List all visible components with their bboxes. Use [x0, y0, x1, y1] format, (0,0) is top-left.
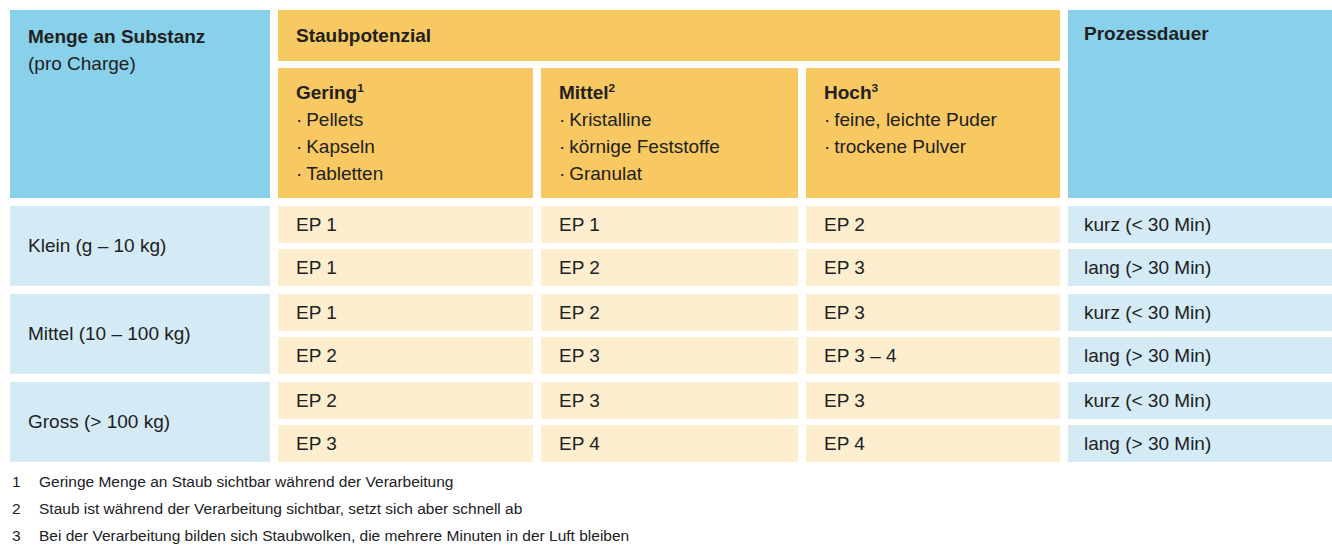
ep-cell: EP 2 — [541, 249, 798, 286]
level-title-gering: Gering1 — [296, 79, 519, 106]
header-cell-prozessdauer: Prozessdauer — [1068, 10, 1332, 198]
subheader-gering: Gering1 Pellets Kapseln Tabletten — [278, 68, 533, 198]
subheader-hoch: Hoch3 feine, leichte Puder trockene Pulv… — [806, 68, 1060, 198]
group-duration-cells: kurz (< 30 Min) lang (> 30 Min) — [1068, 294, 1332, 374]
footnote-ref-1: 1 — [357, 81, 364, 94]
ep-cell: EP 3 — [806, 382, 1060, 419]
group-duration-cells: kurz (< 30 Min) lang (> 30 Min) — [1068, 382, 1332, 462]
table-row: EP 1 EP 2 EP 3 — [278, 294, 1060, 331]
ep-cell: EP 3 — [541, 382, 798, 419]
dust-potential-matrix: Menge an Substanz (pro Charge) Staubpote… — [10, 10, 1332, 462]
level-title-text: Gering — [296, 82, 357, 103]
footnote-number: 1 — [12, 468, 39, 495]
level-item: Kristalline — [559, 106, 784, 133]
ep-cell: EP 2 — [806, 206, 1060, 243]
ep-cell: EP 3 — [806, 294, 1060, 331]
group-ep-cells: EP 2 EP 3 EP 3 EP 3 EP 4 EP 4 — [278, 382, 1060, 462]
level-item: Kapseln — [296, 133, 519, 160]
footnote-text: Bei der Verarbeitung bilden sich Staubwo… — [39, 522, 629, 545]
subheader-mittel: Mittel2 Kristalline körnige Feststoffe G… — [541, 68, 798, 198]
group-duration-cells: kurz (< 30 Min) lang (> 30 Min) — [1068, 206, 1332, 286]
footnote-ref-3: 3 — [872, 81, 879, 94]
footnote-ref-2: 2 — [609, 81, 616, 94]
group-label-mittel: Mittel (10 – 100 kg) — [10, 294, 270, 374]
row-group-klein: Klein (g – 10 kg) EP 1 EP 1 EP 2 EP 1 EP… — [10, 206, 1332, 286]
ep-cell: EP 1 — [278, 294, 533, 331]
duration-cell: kurz (< 30 Min) — [1068, 294, 1332, 331]
ep-cell: EP 4 — [541, 425, 798, 462]
ep-cell: EP 3 — [541, 337, 798, 374]
level-item: Tabletten — [296, 160, 519, 187]
duration-cell: lang (> 30 Min) — [1068, 249, 1332, 286]
group-label-klein: Klein (g – 10 kg) — [10, 206, 270, 286]
group-ep-cells: EP 1 EP 2 EP 3 EP 2 EP 3 EP 3 – 4 — [278, 294, 1060, 374]
ep-cell: EP 3 — [806, 249, 1060, 286]
duration-cell: kurz (< 30 Min) — [1068, 382, 1332, 419]
level-item: körnige Feststoffe — [559, 133, 784, 160]
duration-cell: kurz (< 30 Min) — [1068, 206, 1332, 243]
table-row: EP 2 EP 3 EP 3 – 4 — [278, 337, 1060, 374]
level-item: Granulat — [559, 160, 784, 187]
substance-subtitle: (pro Charge) — [28, 50, 252, 77]
footnote-number: 2 — [12, 495, 39, 522]
table-row: EP 3 EP 4 EP 4 — [278, 425, 1060, 462]
ep-cell: EP 2 — [278, 382, 533, 419]
level-item: feine, leichte Puder — [824, 106, 1046, 133]
table-row: EP 2 EP 3 EP 3 — [278, 382, 1060, 419]
level-title-text: Mittel — [559, 82, 609, 103]
footnote-text: Geringe Menge an Staub sichtbar während … — [39, 468, 453, 495]
table-row: EP 1 EP 2 EP 3 — [278, 249, 1060, 286]
level-item: Pellets — [296, 106, 519, 133]
footnotes: 1 Geringe Menge an Staub sichtbar währen… — [12, 468, 1332, 545]
ep-cell: EP 4 — [806, 425, 1060, 462]
ep-cell: EP 3 – 4 — [806, 337, 1060, 374]
header-banner-staubpotenzial: Staubpotenzial — [278, 10, 1060, 61]
substance-title: Menge an Substanz — [28, 23, 252, 50]
footnote-text: Staub ist während der Verarbeitung sicht… — [39, 495, 522, 522]
ep-cell: EP 1 — [278, 249, 533, 286]
table-row: EP 1 EP 1 EP 2 — [278, 206, 1060, 243]
row-group-mittel: Mittel (10 – 100 kg) EP 1 EP 2 EP 3 EP 2… — [10, 294, 1332, 374]
row-group-gross: Gross (> 100 kg) EP 2 EP 3 EP 3 EP 3 EP … — [10, 382, 1332, 462]
level-title-hoch: Hoch3 — [824, 79, 1046, 106]
level-item: trockene Pulver — [824, 133, 1046, 160]
duration-cell: lang (> 30 Min) — [1068, 337, 1332, 374]
footnote-3: 3 Bei der Verarbeitung bilden sich Staub… — [12, 522, 1332, 545]
dust-level-subheaders: Gering1 Pellets Kapseln Tabletten Mittel… — [278, 68, 1060, 198]
level-title-text: Hoch — [824, 82, 872, 103]
footnote-number: 3 — [12, 522, 39, 545]
level-title-mittel: Mittel2 — [559, 79, 784, 106]
ep-cell: EP 2 — [278, 337, 533, 374]
ep-cell: EP 3 — [278, 425, 533, 462]
footnote-1: 1 Geringe Menge an Staub sichtbar währen… — [12, 468, 1332, 495]
header-cell-substance: Menge an Substanz (pro Charge) — [10, 10, 270, 198]
ep-cell: EP 1 — [541, 206, 798, 243]
footnote-2: 2 Staub ist während der Verarbeitung sic… — [12, 495, 1332, 522]
ep-cell: EP 1 — [278, 206, 533, 243]
ep-cell: EP 2 — [541, 294, 798, 331]
group-label-gross: Gross (> 100 kg) — [10, 382, 270, 462]
group-ep-cells: EP 1 EP 1 EP 2 EP 1 EP 2 EP 3 — [278, 206, 1060, 286]
header-dust-potential-area: Staubpotenzial Gering1 Pellets Kapseln T… — [278, 10, 1060, 198]
duration-cell: lang (> 30 Min) — [1068, 425, 1332, 462]
table-header: Menge an Substanz (pro Charge) Staubpote… — [10, 10, 1332, 198]
